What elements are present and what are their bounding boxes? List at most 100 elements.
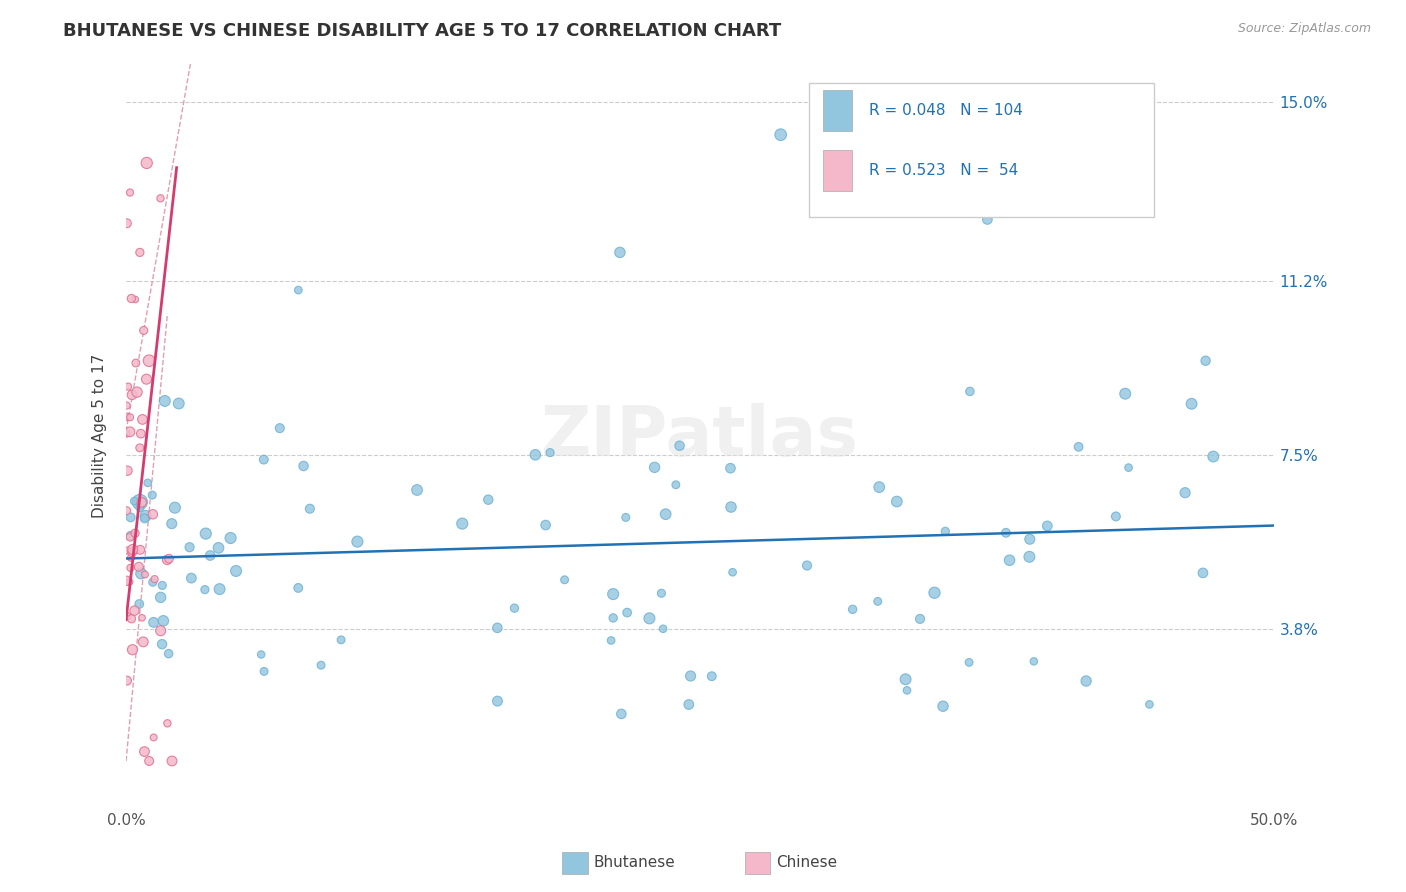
Point xyxy=(124,494,146,508)
Point xyxy=(1174,485,1197,500)
Point xyxy=(994,525,1017,540)
Point xyxy=(142,508,165,522)
Point xyxy=(720,500,742,514)
Point xyxy=(115,503,138,517)
Point xyxy=(142,575,165,590)
Point xyxy=(253,665,276,679)
Point xyxy=(614,510,637,524)
Text: Bhutanese: Bhutanese xyxy=(593,855,675,870)
Point xyxy=(115,673,138,688)
Point xyxy=(908,612,931,626)
Point xyxy=(132,635,155,649)
Point xyxy=(149,591,172,605)
Point xyxy=(1114,386,1136,401)
Point xyxy=(1105,509,1128,524)
Point xyxy=(486,621,509,635)
Point xyxy=(503,601,526,615)
Point xyxy=(124,526,146,541)
Point xyxy=(451,516,474,531)
Point xyxy=(115,543,138,558)
Point xyxy=(207,541,229,555)
Point xyxy=(486,694,509,708)
Point xyxy=(115,216,138,230)
Point xyxy=(160,516,183,531)
Point xyxy=(131,611,153,625)
Point xyxy=(120,410,142,425)
Point xyxy=(131,412,153,426)
Point xyxy=(160,754,183,768)
Point xyxy=(125,356,148,370)
Point xyxy=(1192,566,1215,580)
Point xyxy=(346,534,368,549)
Point xyxy=(841,602,863,616)
Point xyxy=(208,582,231,596)
Point xyxy=(720,461,742,475)
Point xyxy=(668,439,690,453)
Point xyxy=(134,567,156,582)
Point xyxy=(115,426,138,441)
Point xyxy=(128,441,150,455)
Point xyxy=(163,500,186,515)
Point xyxy=(932,699,955,714)
Point xyxy=(156,553,179,567)
Point xyxy=(976,212,998,227)
Point xyxy=(121,612,143,626)
Point xyxy=(128,245,150,260)
Point xyxy=(115,609,138,624)
Point xyxy=(117,379,139,393)
Point xyxy=(198,549,221,563)
Point xyxy=(1074,673,1097,688)
Point xyxy=(253,452,276,467)
Point xyxy=(538,445,561,459)
Text: R = 0.048   N = 104: R = 0.048 N = 104 xyxy=(869,103,1024,118)
Point xyxy=(135,372,157,386)
Point xyxy=(120,550,142,565)
Point xyxy=(1022,654,1045,668)
Point xyxy=(194,526,217,541)
Point xyxy=(128,495,150,509)
Point xyxy=(721,566,744,580)
Point xyxy=(886,494,908,508)
Point xyxy=(120,530,142,544)
Text: Source: ZipAtlas.com: Source: ZipAtlas.com xyxy=(1237,22,1371,36)
Point xyxy=(769,128,792,142)
Point xyxy=(180,571,202,585)
Point xyxy=(120,510,142,524)
Point xyxy=(115,409,138,424)
Point xyxy=(128,559,150,574)
Point xyxy=(219,531,242,545)
Point xyxy=(120,561,142,575)
Point xyxy=(135,156,157,170)
Point xyxy=(194,582,217,597)
Point xyxy=(600,633,623,648)
Point xyxy=(1180,397,1202,411)
Point xyxy=(167,396,190,410)
Point xyxy=(143,572,166,586)
Point xyxy=(309,658,332,673)
Point xyxy=(269,421,291,435)
Point xyxy=(179,540,201,554)
Point xyxy=(1018,532,1040,546)
Point xyxy=(129,426,152,441)
Point xyxy=(477,492,499,507)
Point xyxy=(120,529,142,543)
Point xyxy=(602,611,624,625)
Point xyxy=(896,683,918,698)
Point xyxy=(128,500,150,515)
Point xyxy=(868,480,890,494)
Point xyxy=(287,283,309,297)
Point xyxy=(1194,353,1216,368)
Point xyxy=(1018,549,1040,564)
Point xyxy=(1067,440,1090,454)
Point xyxy=(117,464,139,478)
Point xyxy=(129,542,152,557)
Point xyxy=(118,574,141,589)
Point xyxy=(129,566,152,581)
Point xyxy=(142,615,165,630)
Text: ZIPatlas: ZIPatlas xyxy=(541,402,859,469)
Point xyxy=(128,597,150,611)
Point xyxy=(141,488,163,502)
Point xyxy=(554,573,576,587)
Point xyxy=(678,698,700,712)
Point xyxy=(157,551,180,566)
